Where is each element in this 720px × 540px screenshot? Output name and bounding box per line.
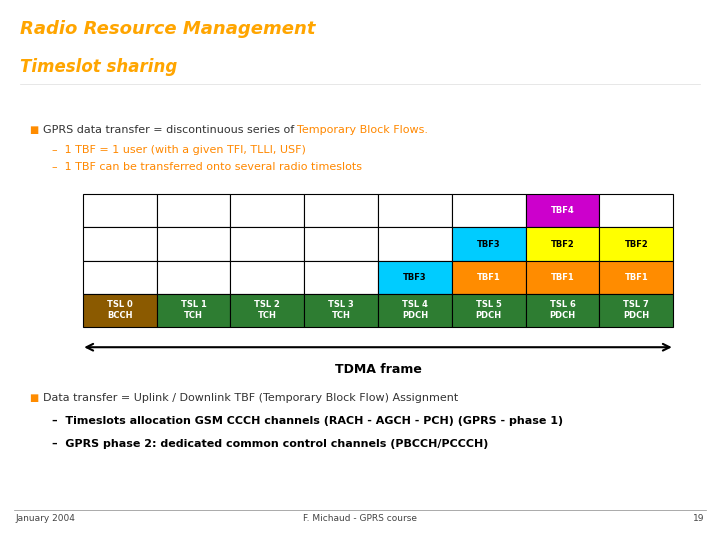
Text: TBF1: TBF1 (477, 273, 500, 281)
Text: –  Timeslots allocation GSM CCCH channels (RACH - AGCH - PCH) (GPRS - phase 1): – Timeslots allocation GSM CCCH channels… (52, 416, 563, 426)
Text: –  1 TBF can be transferred onto several radio timeslots: – 1 TBF can be transferred onto several … (52, 162, 362, 172)
Bar (230, 294, 304, 327)
Text: TBF2: TBF2 (551, 240, 575, 248)
Text: TBF3: TBF3 (477, 240, 500, 248)
Text: ■: ■ (29, 393, 38, 403)
Bar (526, 294, 600, 327)
Bar (452, 260, 526, 294)
Bar (452, 227, 526, 260)
Bar (83, 294, 157, 327)
Text: TSL 0
BCCH: TSL 0 BCCH (107, 300, 132, 320)
Bar (378, 260, 452, 294)
Bar (526, 194, 600, 227)
Text: TSL 2
TCH: TSL 2 TCH (254, 300, 280, 320)
Bar (526, 260, 600, 294)
Bar (230, 260, 304, 294)
Text: TSL 3
TCH: TSL 3 TCH (328, 300, 354, 320)
Text: ■: ■ (29, 125, 38, 135)
Bar (157, 260, 230, 294)
Text: TBF1: TBF1 (624, 273, 648, 281)
Text: TSL 7
PDCH: TSL 7 PDCH (624, 300, 649, 320)
Text: January 2004: January 2004 (16, 514, 76, 523)
Text: TDMA frame: TDMA frame (335, 363, 421, 376)
Text: TSL 1
TCH: TSL 1 TCH (181, 300, 207, 320)
Text: orange: orange (626, 44, 665, 54)
Text: TBF1: TBF1 (551, 273, 575, 281)
Bar (230, 194, 304, 227)
Text: –  1 TBF = 1 user (with a given TFI, TLLI, USF): – 1 TBF = 1 user (with a given TFI, TLLI… (52, 145, 306, 155)
Bar (599, 260, 673, 294)
Bar (599, 194, 673, 227)
Text: TBF3: TBF3 (403, 273, 427, 281)
Bar (599, 227, 673, 260)
Text: TBF4: TBF4 (551, 206, 575, 215)
Text: Timeslot sharing: Timeslot sharing (20, 58, 177, 76)
Bar (230, 227, 304, 260)
Text: TBF2: TBF2 (624, 240, 648, 248)
Bar (660, 12, 678, 30)
Bar (157, 194, 230, 227)
Bar (157, 294, 230, 327)
Bar (83, 260, 157, 294)
Bar (378, 194, 452, 227)
Text: GPRS data transfer = discontinuous series of: GPRS data transfer = discontinuous serie… (43, 125, 298, 135)
Bar (599, 294, 673, 327)
Bar (526, 227, 600, 260)
Bar (378, 227, 452, 260)
Bar (452, 194, 526, 227)
Bar (304, 227, 378, 260)
Bar (304, 294, 378, 327)
Bar (83, 194, 157, 227)
Bar (304, 260, 378, 294)
Bar (378, 294, 452, 327)
Bar (83, 227, 157, 260)
Text: Temporary Block Flows.: Temporary Block Flows. (297, 125, 428, 135)
Text: F. Michaud - GPRS course: F. Michaud - GPRS course (303, 514, 417, 523)
Text: TSL 5
PDCH: TSL 5 PDCH (476, 300, 502, 320)
Text: –  GPRS phase 2: dedicated common control channels (PBCCH/PCCCH): – GPRS phase 2: dedicated common control… (52, 439, 488, 449)
Bar (157, 227, 230, 260)
Bar (452, 294, 526, 327)
Text: 19: 19 (693, 514, 704, 523)
Text: Radio Resource Management: Radio Resource Management (20, 20, 315, 38)
Bar (304, 194, 378, 227)
Text: TSL 4
PDCH: TSL 4 PDCH (402, 300, 428, 320)
Text: TSL 6
PDCH: TSL 6 PDCH (549, 300, 575, 320)
Text: Data transfer = Uplink / Downlink TBF (Temporary Block Flow) Assignment: Data transfer = Uplink / Downlink TBF (T… (43, 393, 459, 403)
